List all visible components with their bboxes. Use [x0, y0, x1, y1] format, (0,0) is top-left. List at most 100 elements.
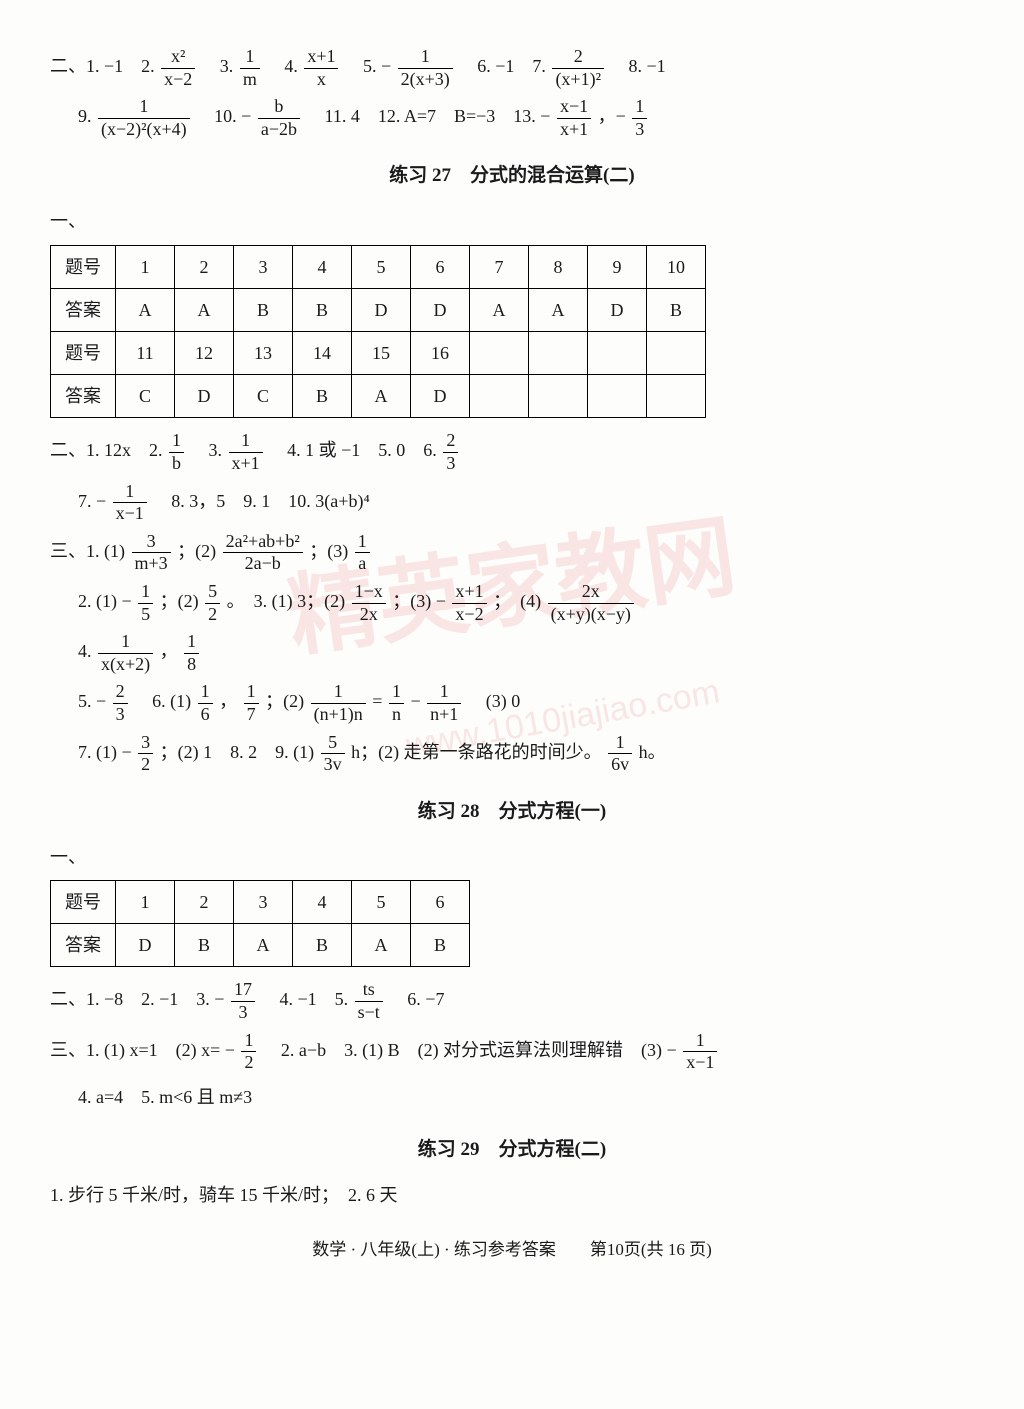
table-cell: D [588, 288, 647, 331]
fraction: 15 [138, 581, 153, 625]
math-line: 5. − 23 6. (1) 16 ， 17 ；(2) 1(n+1)n = 1n… [50, 681, 974, 725]
table-cell [647, 375, 706, 418]
math-line: 二、1. 12x 2. 1b 3. 1x+1 4. 1 或 −1 5. 0 6.… [50, 430, 974, 474]
section-marker: 一、 [50, 204, 974, 238]
table-cell: A [352, 924, 411, 967]
fraction: 2a²+ab+b²2a−b [223, 531, 303, 575]
table-cell: 1 [116, 881, 175, 924]
table-cell [647, 332, 706, 375]
math-line: 4. 1x(x+2) ， 18 [50, 631, 974, 675]
fraction: ba−2b [258, 96, 300, 140]
text: 5. − [345, 56, 396, 76]
text: 3. [202, 56, 238, 76]
table-cell: 1 [116, 245, 175, 288]
math-line: 7. − 1x−1 8. 3，5 9. 1 10. 3(a+b)⁴ [50, 481, 974, 525]
text: ；(2) [160, 591, 204, 611]
text: 4. [266, 56, 302, 76]
fraction: 173 [231, 979, 255, 1023]
fraction: 18 [184, 631, 199, 675]
text: ；(3) [309, 541, 353, 561]
table-cell: 4 [293, 881, 352, 924]
section-marker: 一、 [50, 840, 974, 874]
fraction: 1−x2x [352, 581, 386, 625]
table-cell: 13 [234, 332, 293, 375]
text: 8. 3，5 9. 1 10. 3(a+b)⁴ [153, 491, 369, 511]
fraction: 1x(x+2) [98, 631, 153, 675]
fraction: 1x+1 [229, 430, 263, 474]
text: 6. −7 [389, 990, 444, 1010]
exercise-title-28: 练习 28 分式方程(一) [50, 794, 974, 830]
table-cell: 14 [293, 332, 352, 375]
table-cell [529, 332, 588, 375]
text: ， [219, 692, 237, 712]
table-cell: 12 [175, 332, 234, 375]
fraction: 16v [608, 732, 632, 776]
table-cell: D [411, 375, 470, 418]
text: 4. a=4 5. m<6 且 m≠3 [78, 1087, 252, 1107]
table-cell: A [234, 924, 293, 967]
text: (3) 0 [468, 692, 521, 712]
exercise-title-29: 练习 29 分式方程(二) [50, 1132, 974, 1168]
fraction: 3m+3 [132, 531, 171, 575]
table-cell: 7 [470, 245, 529, 288]
table-cell: 9 [588, 245, 647, 288]
fraction: 1m [240, 46, 260, 90]
table-cell: B [234, 288, 293, 331]
fraction: 2x(x+y)(x−y) [548, 581, 634, 625]
row-label: 题号 [51, 245, 116, 288]
text: h；(2) 走第一条路花的时间少。 [351, 742, 602, 762]
row-label: 题号 [51, 881, 116, 924]
fraction: 16 [198, 681, 213, 725]
table-cell: D [116, 924, 175, 967]
fraction: 52 [205, 581, 220, 625]
exercise-title-27: 练习 27 分式的混合运算(二) [50, 158, 974, 194]
fraction: 1x−1 [113, 481, 147, 525]
table-cell: A [529, 288, 588, 331]
fraction: 12(x+3) [398, 46, 453, 90]
text: 8. −1 [610, 56, 665, 76]
fraction: 1x−1 [683, 1030, 717, 1074]
table-cell: B [293, 924, 352, 967]
table-cell: 4 [293, 245, 352, 288]
text: ；(2) [265, 692, 309, 712]
table-cell: D [175, 375, 234, 418]
fraction: 1n+1 [427, 681, 461, 725]
fraction: 53v [321, 732, 345, 776]
table-cell [588, 332, 647, 375]
text: 7. − [78, 491, 111, 511]
table-cell: 6 [411, 881, 470, 924]
fraction: 23 [113, 681, 128, 725]
table-cell: D [411, 288, 470, 331]
table-row: 答案 AABBDDAADB [51, 288, 706, 331]
table-cell: A [116, 288, 175, 331]
fraction: x²x−2 [161, 46, 195, 90]
text: 6. −1 7. [459, 56, 550, 76]
fraction: tss−t [355, 979, 383, 1023]
table-cell [529, 375, 588, 418]
table-cell [470, 375, 529, 418]
text: 2. a−b 3. (1) B (2) 对分式运算法则理解错 (3) − [263, 1040, 681, 1060]
table-cell: 11 [116, 332, 175, 375]
math-line: 二、1. −8 2. −1 3. − 173 4. −1 5. tss−t 6.… [50, 979, 974, 1023]
table-cell: 3 [234, 881, 293, 924]
table-cell: 15 [352, 332, 411, 375]
text: 3. [191, 441, 227, 461]
math-line: 2. (1) − 15 ；(2) 52 。 3. (1) 3；(2) 1−x2x… [50, 581, 974, 625]
row-label: 答案 [51, 924, 116, 967]
text: 4. 1 或 −1 5. 0 6. [269, 441, 441, 461]
table-cell: A [352, 375, 411, 418]
table-cell: 5 [352, 245, 411, 288]
table-cell [588, 375, 647, 418]
text: 2. (1) − [78, 591, 136, 611]
fraction: x+1x−2 [452, 581, 486, 625]
text: 6. (1) [134, 692, 196, 712]
table-cell: B [293, 375, 352, 418]
fraction: 1a [355, 531, 370, 575]
row-label: 题号 [51, 332, 116, 375]
text: = [372, 692, 387, 712]
text: 二、1. 12x 2. [50, 441, 167, 461]
fraction: 32 [138, 732, 153, 776]
table-cell: B [647, 288, 706, 331]
text: ，− [598, 106, 631, 126]
fraction: 12 [241, 1030, 256, 1074]
